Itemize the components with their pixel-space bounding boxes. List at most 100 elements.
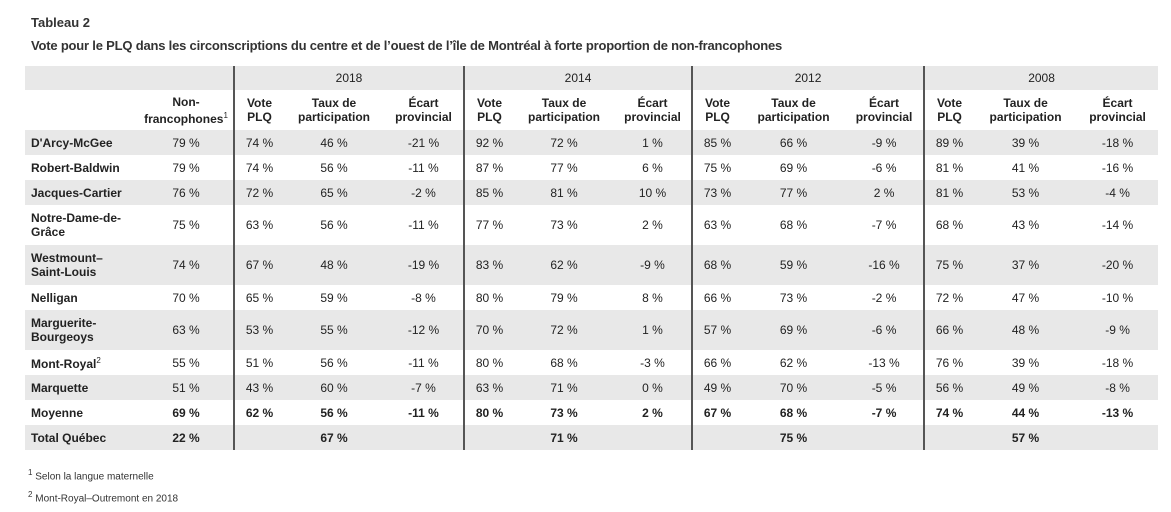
value-cell: 8 % <box>614 285 693 310</box>
value-cell: 77 % <box>514 155 615 180</box>
value-cell: 63 % <box>691 205 743 245</box>
header-taux-participation-2012: Taux de participation <box>742 90 846 130</box>
value-cell: -11 % <box>384 400 465 425</box>
value-cell: 76 % <box>923 350 975 375</box>
value-cell: -18 % <box>1077 350 1159 375</box>
riding-name: Moyenne <box>25 400 139 425</box>
value-cell: 49 % <box>974 375 1078 400</box>
value-cell: 68 % <box>514 350 615 375</box>
header-vote-plq-2018: Vote PLQ <box>233 90 284 130</box>
value-cell: 41 % <box>974 155 1078 180</box>
value-cell: 72 % <box>514 310 615 350</box>
non-francophones-value: 75 % <box>139 205 234 245</box>
header-ecart-provincial-2012: Écart provincial <box>845 90 925 130</box>
table-row: Nelligan 70 % 65 % 59 % -8 % 80 % 79 % 8 % 66 % 7… <box>25 285 1159 310</box>
value-cell <box>463 425 515 450</box>
value-cell: 70 % <box>742 375 846 400</box>
value-cell: 2 % <box>845 180 925 205</box>
riding-name: Westmount– Saint-Louis <box>25 245 139 285</box>
value-cell: 43 % <box>974 205 1078 245</box>
value-cell: -19 % <box>384 245 465 285</box>
value-cell: -5 % <box>845 375 925 400</box>
value-cell: 66 % <box>923 310 975 350</box>
table-row: Jacques-Cartier 76 % 72 % 65 % -2 % 85 % 81 % 1… <box>25 180 1159 205</box>
value-cell: 68 % <box>923 205 975 245</box>
value-cell: 48 % <box>284 245 384 285</box>
value-cell: 0 % <box>614 375 693 400</box>
value-cell: -12 % <box>384 310 465 350</box>
table-caption: Tableau 2 Vote pour le PLQ dans les circ… <box>31 14 782 55</box>
value-cell: 57 % <box>974 425 1078 450</box>
table-row: Robert-Baldwin 79 % 74 % 56 % -11 % 87 % 77 % 6… <box>25 155 1159 180</box>
table-title: Vote pour le PLQ dans les circonscriptio… <box>31 38 783 53</box>
value-cell: 62 % <box>514 245 615 285</box>
value-cell: 47 % <box>974 285 1078 310</box>
value-cell: 60 % <box>284 375 384 400</box>
non-francophones-value: 22 % <box>139 425 234 450</box>
value-cell: 75 % <box>691 155 743 180</box>
value-cell <box>384 425 465 450</box>
value-cell: 1 % <box>614 130 693 155</box>
header-ecart-provincial-2018: Écart provincial <box>384 90 465 130</box>
value-cell: 65 % <box>284 180 384 205</box>
value-cell: -7 % <box>384 375 465 400</box>
value-cell: 77 % <box>463 205 515 245</box>
non-francophones-value: 74 % <box>139 245 234 285</box>
value-cell: 73 % <box>514 205 615 245</box>
value-cell: 1 % <box>614 310 693 350</box>
value-cell: -21 % <box>384 130 465 155</box>
value-cell: -16 % <box>1077 155 1159 180</box>
year-header-2008: 2008 <box>923 66 1159 90</box>
value-cell: 56 % <box>284 350 384 375</box>
non-francophones-value: 79 % <box>139 130 234 155</box>
value-cell: 46 % <box>284 130 384 155</box>
riding-name: Mont-Royal2 <box>25 350 139 375</box>
corner-cell <box>25 66 139 90</box>
value-cell <box>845 425 925 450</box>
riding-name: Nelligan <box>25 285 139 310</box>
value-cell: 2 % <box>614 205 693 245</box>
value-cell: 63 % <box>463 375 515 400</box>
value-cell: -10 % <box>1077 285 1159 310</box>
value-cell: 67 % <box>691 400 743 425</box>
header-vote-plq-2012: Vote PLQ <box>691 90 743 130</box>
value-cell: 44 % <box>974 400 1078 425</box>
value-cell: -6 % <box>845 155 925 180</box>
value-cell: 75 % <box>742 425 846 450</box>
value-cell: -9 % <box>1077 310 1159 350</box>
value-cell: 56 % <box>284 205 384 245</box>
value-cell: 71 % <box>514 425 615 450</box>
value-cell: -9 % <box>845 130 925 155</box>
value-cell: 63 % <box>233 205 284 245</box>
non-francophones-value: 63 % <box>139 310 234 350</box>
value-cell <box>1077 425 1159 450</box>
average-row: Moyenne 69 % 62 % 56 % -11 % 80 % 73 % 2 % 67 % 6… <box>25 400 1159 425</box>
riding-name: Notre-Dame-de- Grâce <box>25 205 139 245</box>
value-cell: 72 % <box>923 285 975 310</box>
value-cell: -11 % <box>384 205 465 245</box>
value-cell: 73 % <box>691 180 743 205</box>
value-cell: 68 % <box>742 400 846 425</box>
value-cell: 67 % <box>233 245 284 285</box>
value-cell: -7 % <box>845 205 925 245</box>
value-cell: 72 % <box>514 130 615 155</box>
value-cell: 80 % <box>463 285 515 310</box>
value-cell: -4 % <box>1077 180 1159 205</box>
corner-cell <box>139 66 234 90</box>
value-cell: -20 % <box>1077 245 1159 285</box>
value-cell: 73 % <box>742 285 846 310</box>
non-francophones-value: 55 % <box>139 350 234 375</box>
header-non-francophones: Non-francophones1 <box>139 90 234 130</box>
table-row: D'Arcy-McGee 79 % 74 % 46 % -21 % 92 % 72 % 1 %… <box>25 130 1159 155</box>
value-cell: 81 % <box>923 155 975 180</box>
value-cell: 68 % <box>742 205 846 245</box>
value-cell: -11 % <box>384 155 465 180</box>
value-cell: 59 % <box>742 245 846 285</box>
value-cell: 81 % <box>514 180 615 205</box>
value-cell: 85 % <box>691 130 743 155</box>
value-cell <box>923 425 975 450</box>
value-cell: -2 % <box>384 180 465 205</box>
table-row: Notre-Dame-de- Grâce 75 % 63 % 56 % -11 % 77 %… <box>25 205 1159 245</box>
value-cell: -16 % <box>845 245 925 285</box>
value-cell: 59 % <box>284 285 384 310</box>
